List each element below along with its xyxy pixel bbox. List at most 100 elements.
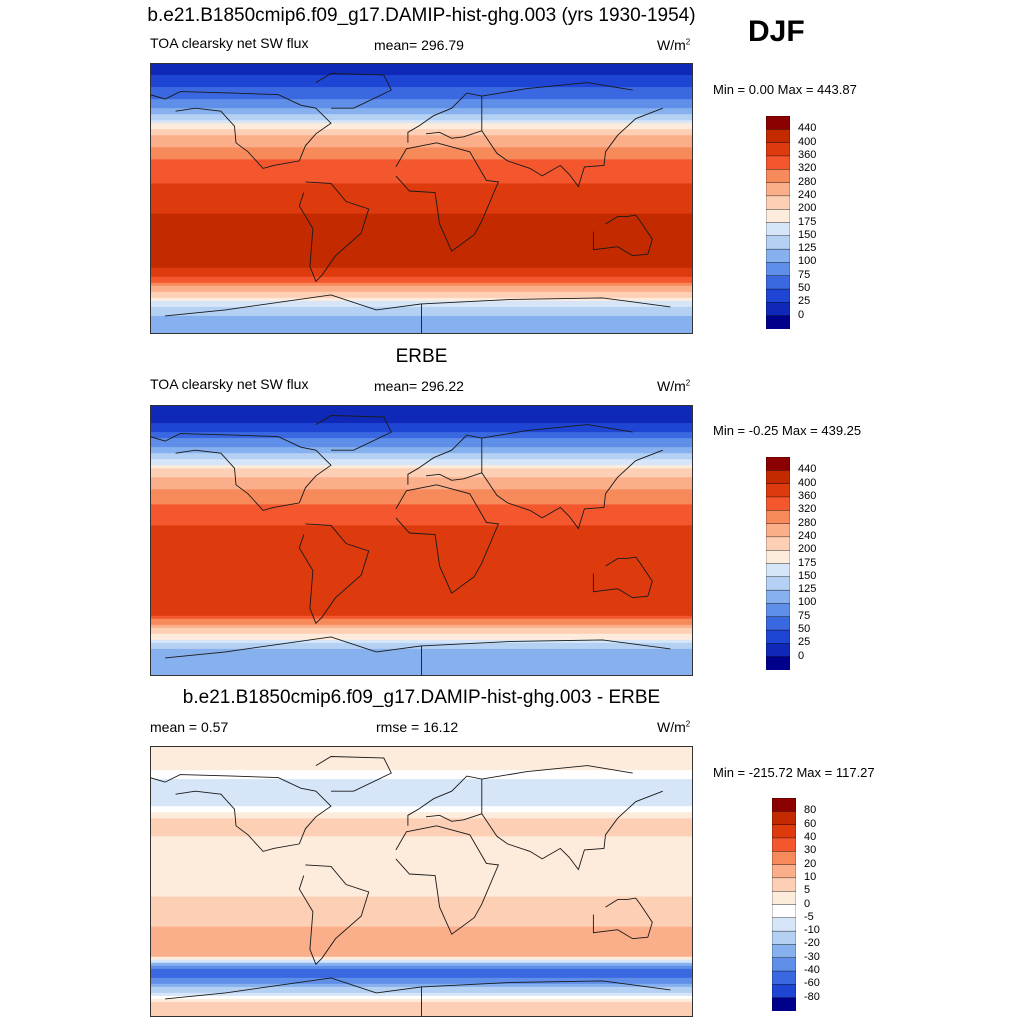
map-band <box>150 183 693 188</box>
colorbar-swatch <box>772 824 796 839</box>
map-band <box>150 908 693 913</box>
panel-2-minmax: Min = -0.25 Max = 439.25 <box>713 423 862 438</box>
map-band <box>150 564 693 569</box>
map-band <box>150 408 693 412</box>
map-band <box>150 234 693 239</box>
panel-3-minmax: Min = -215.72 Max = 117.27 <box>713 765 875 780</box>
map-band <box>150 492 693 496</box>
map-band <box>150 546 693 551</box>
panel-2-variable-label: TOA clearsky net SW flux <box>150 376 309 392</box>
map-band <box>150 123 693 127</box>
map-band <box>150 785 693 789</box>
map-band <box>150 764 693 768</box>
map-band <box>150 126 693 130</box>
map-band <box>150 291 693 296</box>
map-band <box>150 537 693 542</box>
map-band <box>150 456 693 460</box>
map-band <box>150 950 693 955</box>
map-band <box>150 237 693 242</box>
map-band <box>150 842 693 846</box>
map-band <box>150 555 693 560</box>
map-band <box>150 510 693 514</box>
colorbar-tick-label: 440 <box>798 122 817 135</box>
map-band <box>150 621 693 626</box>
map-band <box>150 468 693 472</box>
colorbar-tick-label: 80 <box>804 804 817 817</box>
colorbar-swatch <box>772 970 796 985</box>
coastline <box>298 523 370 625</box>
map-band <box>150 770 693 774</box>
map-band <box>150 180 693 185</box>
map-band <box>150 962 693 967</box>
map-band <box>150 516 693 521</box>
coastline <box>315 756 392 792</box>
colorbar-tick-label: 175 <box>798 215 817 228</box>
map-band <box>150 914 693 919</box>
map-band <box>150 947 693 952</box>
map-band <box>150 968 693 973</box>
map-band <box>150 411 693 415</box>
map-band <box>150 135 693 139</box>
coastline <box>592 556 653 599</box>
colorbar-swatch <box>766 195 790 210</box>
map-band <box>150 75 693 79</box>
map-band <box>150 636 693 641</box>
colorbar-swatch <box>772 930 796 946</box>
colorbar-swatch <box>766 656 790 670</box>
coastline <box>164 433 332 511</box>
colorbar-tick-label: 240 <box>798 188 817 201</box>
map-band <box>150 836 693 840</box>
map-band <box>150 420 693 424</box>
map-band <box>150 504 693 508</box>
map-band <box>150 285 693 290</box>
map-band <box>150 483 693 487</box>
colorbar-swatch <box>766 496 790 511</box>
map-band <box>150 941 693 946</box>
map-band <box>150 498 693 502</box>
panel-3-mean-label: mean = 0.57 <box>150 719 229 735</box>
colorbar-tick-label: 25 <box>798 636 811 649</box>
map-band <box>150 612 693 617</box>
colorbar-swatch <box>766 302 790 317</box>
map-band <box>150 87 693 91</box>
map-band <box>150 156 693 160</box>
map-band <box>150 288 693 293</box>
map-band <box>150 117 693 121</box>
colorbar-tick-label: 100 <box>798 596 817 609</box>
map-band <box>150 84 693 88</box>
map-band <box>150 528 693 533</box>
map-band <box>150 276 693 281</box>
map-band <box>150 746 693 750</box>
map-band <box>150 474 693 478</box>
colorbar-tick-label: 50 <box>798 282 811 295</box>
colorbar-tick-label: 440 <box>798 463 817 476</box>
map-band <box>150 462 693 466</box>
map-band <box>150 971 693 976</box>
map-band <box>150 477 693 481</box>
map-band <box>150 642 693 647</box>
colorbar-tick-label: 125 <box>798 583 817 596</box>
map-band <box>150 902 693 907</box>
map-band <box>150 944 693 949</box>
map-band <box>150 159 693 163</box>
map-band <box>150 758 693 762</box>
map-band <box>150 219 693 224</box>
map-band <box>150 815 693 819</box>
colorbar-tick-label: -20 <box>804 937 820 950</box>
map-band <box>150 863 693 868</box>
colorbar-tick-label: 125 <box>798 242 817 255</box>
colorbar-tick-label: -60 <box>804 977 820 990</box>
colorbar-swatch <box>766 643 790 658</box>
map-band <box>150 108 693 112</box>
map-band <box>150 552 693 557</box>
panel-1-units: W/m2 <box>657 37 691 53</box>
map-band <box>150 450 693 454</box>
map-band <box>150 821 693 825</box>
colorbar-tick-label: 30 <box>804 844 817 857</box>
colorbar-swatch <box>766 288 790 303</box>
map-band <box>150 69 693 73</box>
map-band <box>150 222 693 227</box>
map-band <box>150 630 693 635</box>
map-band <box>150 252 693 257</box>
colorbar-swatch <box>766 129 790 144</box>
